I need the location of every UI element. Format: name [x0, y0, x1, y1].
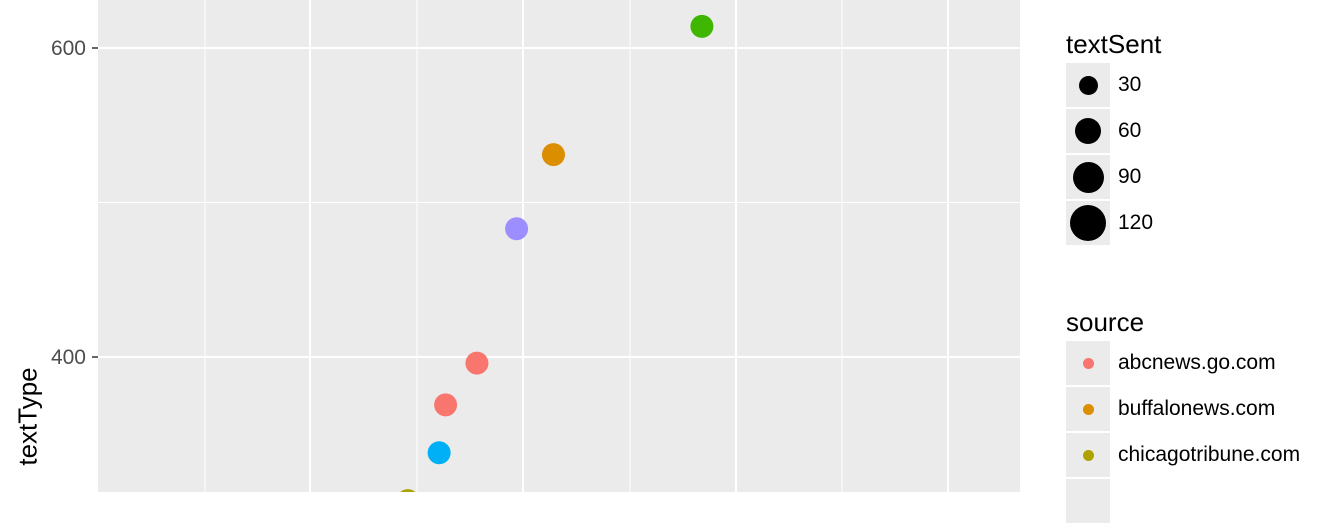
data-point	[690, 14, 714, 38]
size-legend-title: textSent	[1066, 29, 1162, 59]
size-legend-dot	[1072, 161, 1104, 193]
size-legend-key	[1066, 109, 1110, 153]
source-legend-key	[1066, 387, 1110, 431]
source-legend-label: buffalonews.com	[1118, 397, 1276, 420]
plot-panel	[98, 0, 1020, 492]
size-legend-key	[1066, 201, 1110, 245]
source-legend-key	[1066, 479, 1110, 523]
source-legend-label: chicagotribune.com	[1118, 443, 1301, 466]
data-point	[427, 441, 451, 465]
data-point	[541, 143, 565, 167]
source-legend-label: abcnews.go.com	[1118, 351, 1276, 374]
source-legend-item: buffalonews.com	[1066, 386, 1300, 432]
y-axis-title: textType	[8, 340, 48, 492]
size-legend-dot	[1075, 118, 1101, 144]
source-legend-key	[1066, 341, 1110, 385]
source-legend-dot	[1082, 357, 1094, 369]
size-legend-dot	[1078, 75, 1098, 95]
size-legend-key	[1066, 155, 1110, 199]
size-legend-label: 90	[1118, 165, 1142, 188]
size-legend-item: 120	[1066, 200, 1161, 246]
size-legend-label: 120	[1118, 211, 1154, 234]
data-point	[505, 217, 529, 241]
size-legend-item: 60	[1066, 108, 1161, 154]
size-legend-label: 30	[1118, 73, 1142, 96]
size-legend-key	[1066, 63, 1110, 107]
data-point	[465, 351, 489, 375]
source-legend-item: chicagotribune.com	[1066, 432, 1300, 478]
y-tick-label: 400	[51, 346, 86, 369]
source-legend-dot	[1082, 403, 1094, 415]
size-legend-item: 30	[1066, 62, 1161, 108]
source-legend-title: source	[1066, 307, 1145, 337]
source-legend-dot	[1082, 449, 1094, 461]
source-legend-key	[1066, 433, 1110, 477]
size-legend: textSent 30 60 90 120	[1066, 26, 1161, 246]
y-axis-title-text: textType	[12, 366, 43, 466]
data-point	[434, 393, 458, 417]
source-legend: source abcnews.go.com buffalonews.com ch…	[1066, 304, 1300, 524]
size-legend-label: 60	[1118, 119, 1142, 142]
data-point	[400, 489, 416, 492]
size-legend-dot	[1070, 205, 1106, 241]
size-legend-item: 90	[1066, 154, 1161, 200]
scatter-plot: 400 600	[51, 0, 1020, 492]
source-legend-item: abcnews.go.com	[1066, 340, 1300, 386]
source-legend-item	[1066, 478, 1300, 524]
y-tick-label: 600	[51, 37, 86, 60]
